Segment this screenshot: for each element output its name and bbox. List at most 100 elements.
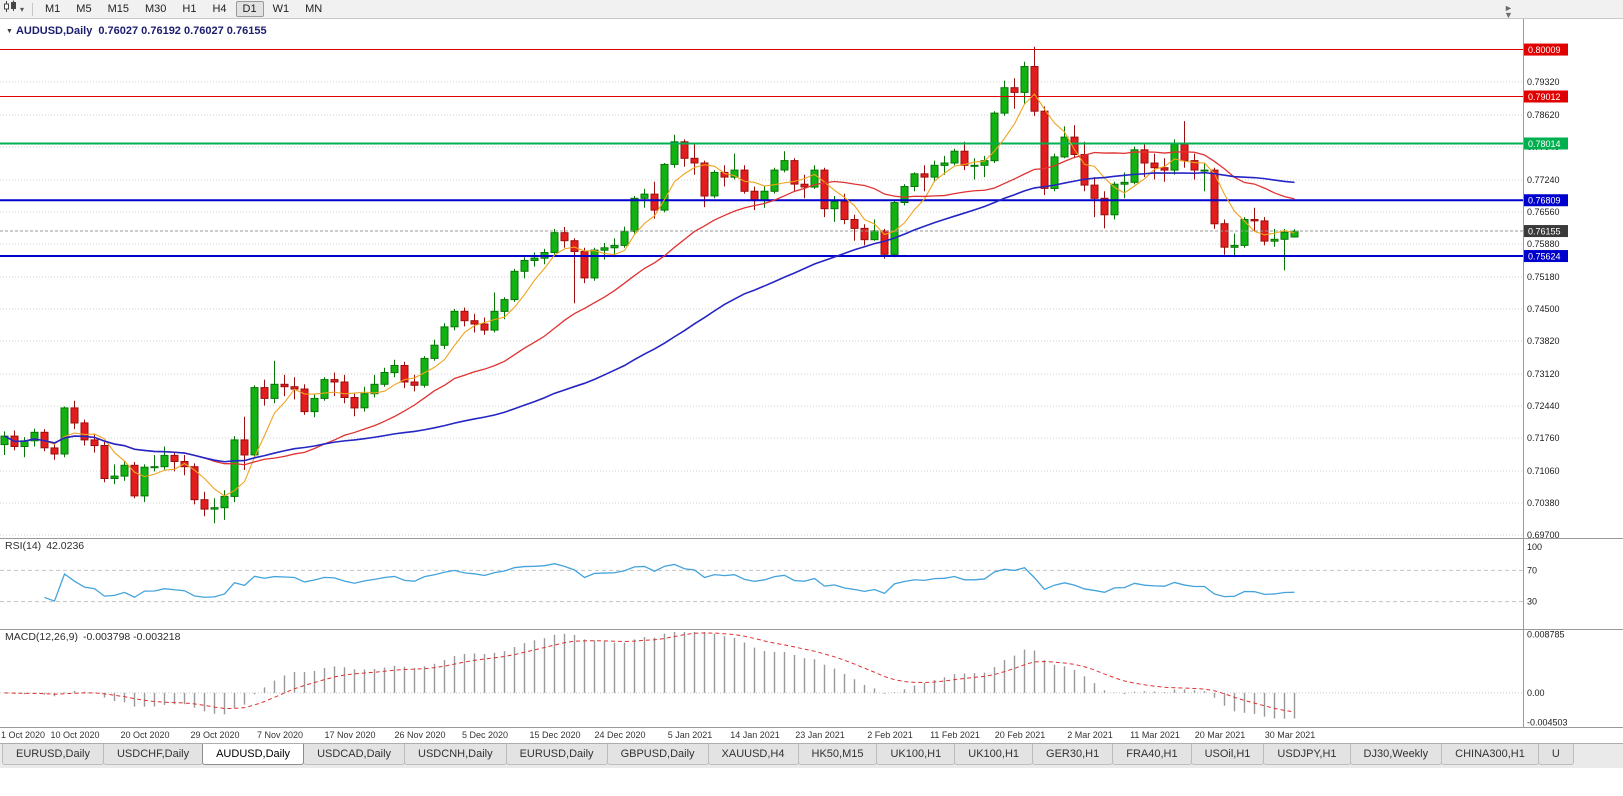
date-label: 24 Dec 2020 [594, 730, 645, 740]
chart-shift-marker-icon[interactable]: ▼ [1504, 10, 1513, 20]
candle-body [550, 232, 559, 253]
chart-tab-eurusd-daily[interactable]: EURUSD,Daily [2, 744, 104, 765]
candlestick-series [0, 46, 1299, 524]
chart-tab-xauusd-h4[interactable]: XAUUSD,H4 [707, 744, 799, 765]
chart-tab-dj30-weekly[interactable]: DJ30,Weekly [1349, 744, 1443, 765]
candle-body [500, 299, 509, 312]
candle-body [50, 447, 59, 455]
candle-body [730, 169, 739, 178]
candlestick-chart-icon [3, 0, 18, 18]
candle-body [210, 507, 219, 510]
candle-body [340, 381, 349, 398]
symbol-title: AUDUSD,Daily [15, 25, 93, 37]
candle-body [620, 230, 629, 246]
candle-body [650, 193, 659, 211]
svg-text:0.76155: 0.76155 [1528, 227, 1561, 237]
chart-tab-audusd-daily[interactable]: AUDUSD,Daily [202, 744, 305, 765]
date-label: 20 Oct 2020 [120, 730, 169, 740]
candle-body [450, 310, 459, 328]
candle-body [300, 388, 309, 413]
candle-body [420, 357, 429, 386]
chart-type-button[interactable]: ▾ [0, 0, 28, 18]
date-label: 2 Mar 2021 [1067, 730, 1113, 740]
chart-window[interactable]: 0.793200.786200.779400.772400.765600.758… [0, 10, 1623, 743]
chart-tab-gbpusd-daily[interactable]: GBPUSD,Daily [606, 744, 709, 765]
candle-body [310, 397, 319, 413]
collapse-triangle-icon[interactable]: ▼ [6, 28, 13, 35]
candle-body [1070, 136, 1079, 155]
candle-body [750, 190, 759, 202]
candle-body [530, 257, 539, 262]
candle-body [70, 407, 79, 424]
candle-body [1140, 149, 1149, 164]
chevron-down-icon: ▾ [20, 4, 25, 14]
candle-body [150, 466, 159, 469]
date-label: 5 Jan 2021 [668, 730, 713, 740]
candle-body [250, 387, 259, 456]
candle-body [920, 173, 929, 178]
date-label: 29 Oct 2020 [190, 730, 239, 740]
candle-body [570, 240, 579, 252]
rsi-name: RSI(14) [5, 540, 42, 552]
date-label: 7 Nov 2020 [257, 730, 303, 740]
candle-body [160, 454, 169, 468]
timeframe-m1-button[interactable]: M1 [45, 3, 61, 15]
candle-body [790, 160, 799, 185]
timeframe-m5-button[interactable]: M5 [76, 3, 92, 15]
candle-body [220, 495, 229, 509]
chart-tab-eurusd-daily[interactable]: EURUSD,Daily [505, 744, 608, 765]
svg-text:0.008785: 0.008785 [1527, 630, 1565, 640]
chart-tab-usdchf-daily[interactable]: USDCHF,Daily [102, 744, 204, 765]
svg-text:0.79320: 0.79320 [1527, 77, 1560, 87]
candle-body [30, 431, 39, 442]
candle-body [560, 232, 569, 242]
svg-text:0.69700: 0.69700 [1527, 530, 1560, 540]
chart-tab-uk100-h1[interactable]: UK100,H1 [954, 744, 1034, 765]
candle-body [950, 150, 959, 164]
chart-tab-usdcnh-daily[interactable]: USDCNH,Daily [404, 744, 507, 765]
price-chart-svg[interactable]: 0.793200.786200.779400.772400.765600.758… [0, 19, 1623, 743]
timeframe-mn-button[interactable]: MN [305, 3, 323, 15]
svg-text:100: 100 [1527, 542, 1542, 552]
chart-tab-u[interactable]: U [1537, 744, 1574, 765]
svg-text:0.80009: 0.80009 [1528, 45, 1561, 55]
candle-body [720, 171, 729, 178]
svg-text:0.00: 0.00 [1527, 688, 1545, 698]
candle-body [1100, 197, 1109, 216]
candle-body [660, 163, 669, 211]
candle-body [510, 270, 519, 301]
candle-body [960, 150, 969, 166]
timeframe-m30-button[interactable]: M30 [144, 3, 167, 15]
chart-tab-hk50-m15[interactable]: HK50,M15 [797, 744, 878, 765]
candle-body [130, 464, 139, 497]
chart-tab-usoil-h1[interactable]: USOil,H1 [1190, 744, 1265, 765]
date-label: 14 Jan 2021 [730, 730, 780, 740]
chart-tab-fra40-h1[interactable]: FRA40,H1 [1112, 744, 1192, 765]
timeframe-m15-button[interactable]: M15 [107, 3, 129, 15]
toolbar-overflow-icon[interactable]: ► [1504, 3, 1513, 13]
chart-tab-uk100-h1[interactable]: UK100,H1 [876, 744, 956, 765]
chart-tab-usdcad-daily[interactable]: USDCAD,Daily [303, 744, 406, 765]
candle-body [270, 383, 279, 399]
candle-body [430, 344, 439, 359]
date-label: 23 Jan 2021 [795, 730, 845, 740]
candle-body [80, 422, 89, 441]
timeframe-w1-button[interactable]: W1 [272, 3, 290, 15]
candle-body [390, 365, 399, 374]
candle-body [470, 320, 479, 325]
timeframe-h1-button[interactable]: H1 [182, 3, 197, 15]
chart-tab-china300-h1[interactable]: CHINA300,H1 [1441, 744, 1539, 765]
candle-body [230, 439, 239, 497]
price-label-box [1524, 90, 1568, 103]
toolbar: ▾ M1 M5 M15 M30 H1 H4 D1 W1 MN ► [0, 0, 1623, 19]
timeframe-h4-button[interactable]: H4 [212, 3, 227, 15]
chart-tab-usdjpy-h1[interactable]: USDJPY,H1 [1263, 744, 1351, 765]
chart-tab-ger30-h1[interactable]: GER30,H1 [1032, 744, 1114, 765]
candle-body [140, 466, 149, 497]
timeframe-d1-button[interactable]: D1 [235, 1, 264, 17]
macd-values: -0.003798 -0.003218 [82, 631, 181, 643]
candle-body [1060, 136, 1069, 158]
candle-body [1000, 87, 1009, 114]
candle-body [860, 227, 869, 241]
candle-body [1200, 169, 1209, 172]
